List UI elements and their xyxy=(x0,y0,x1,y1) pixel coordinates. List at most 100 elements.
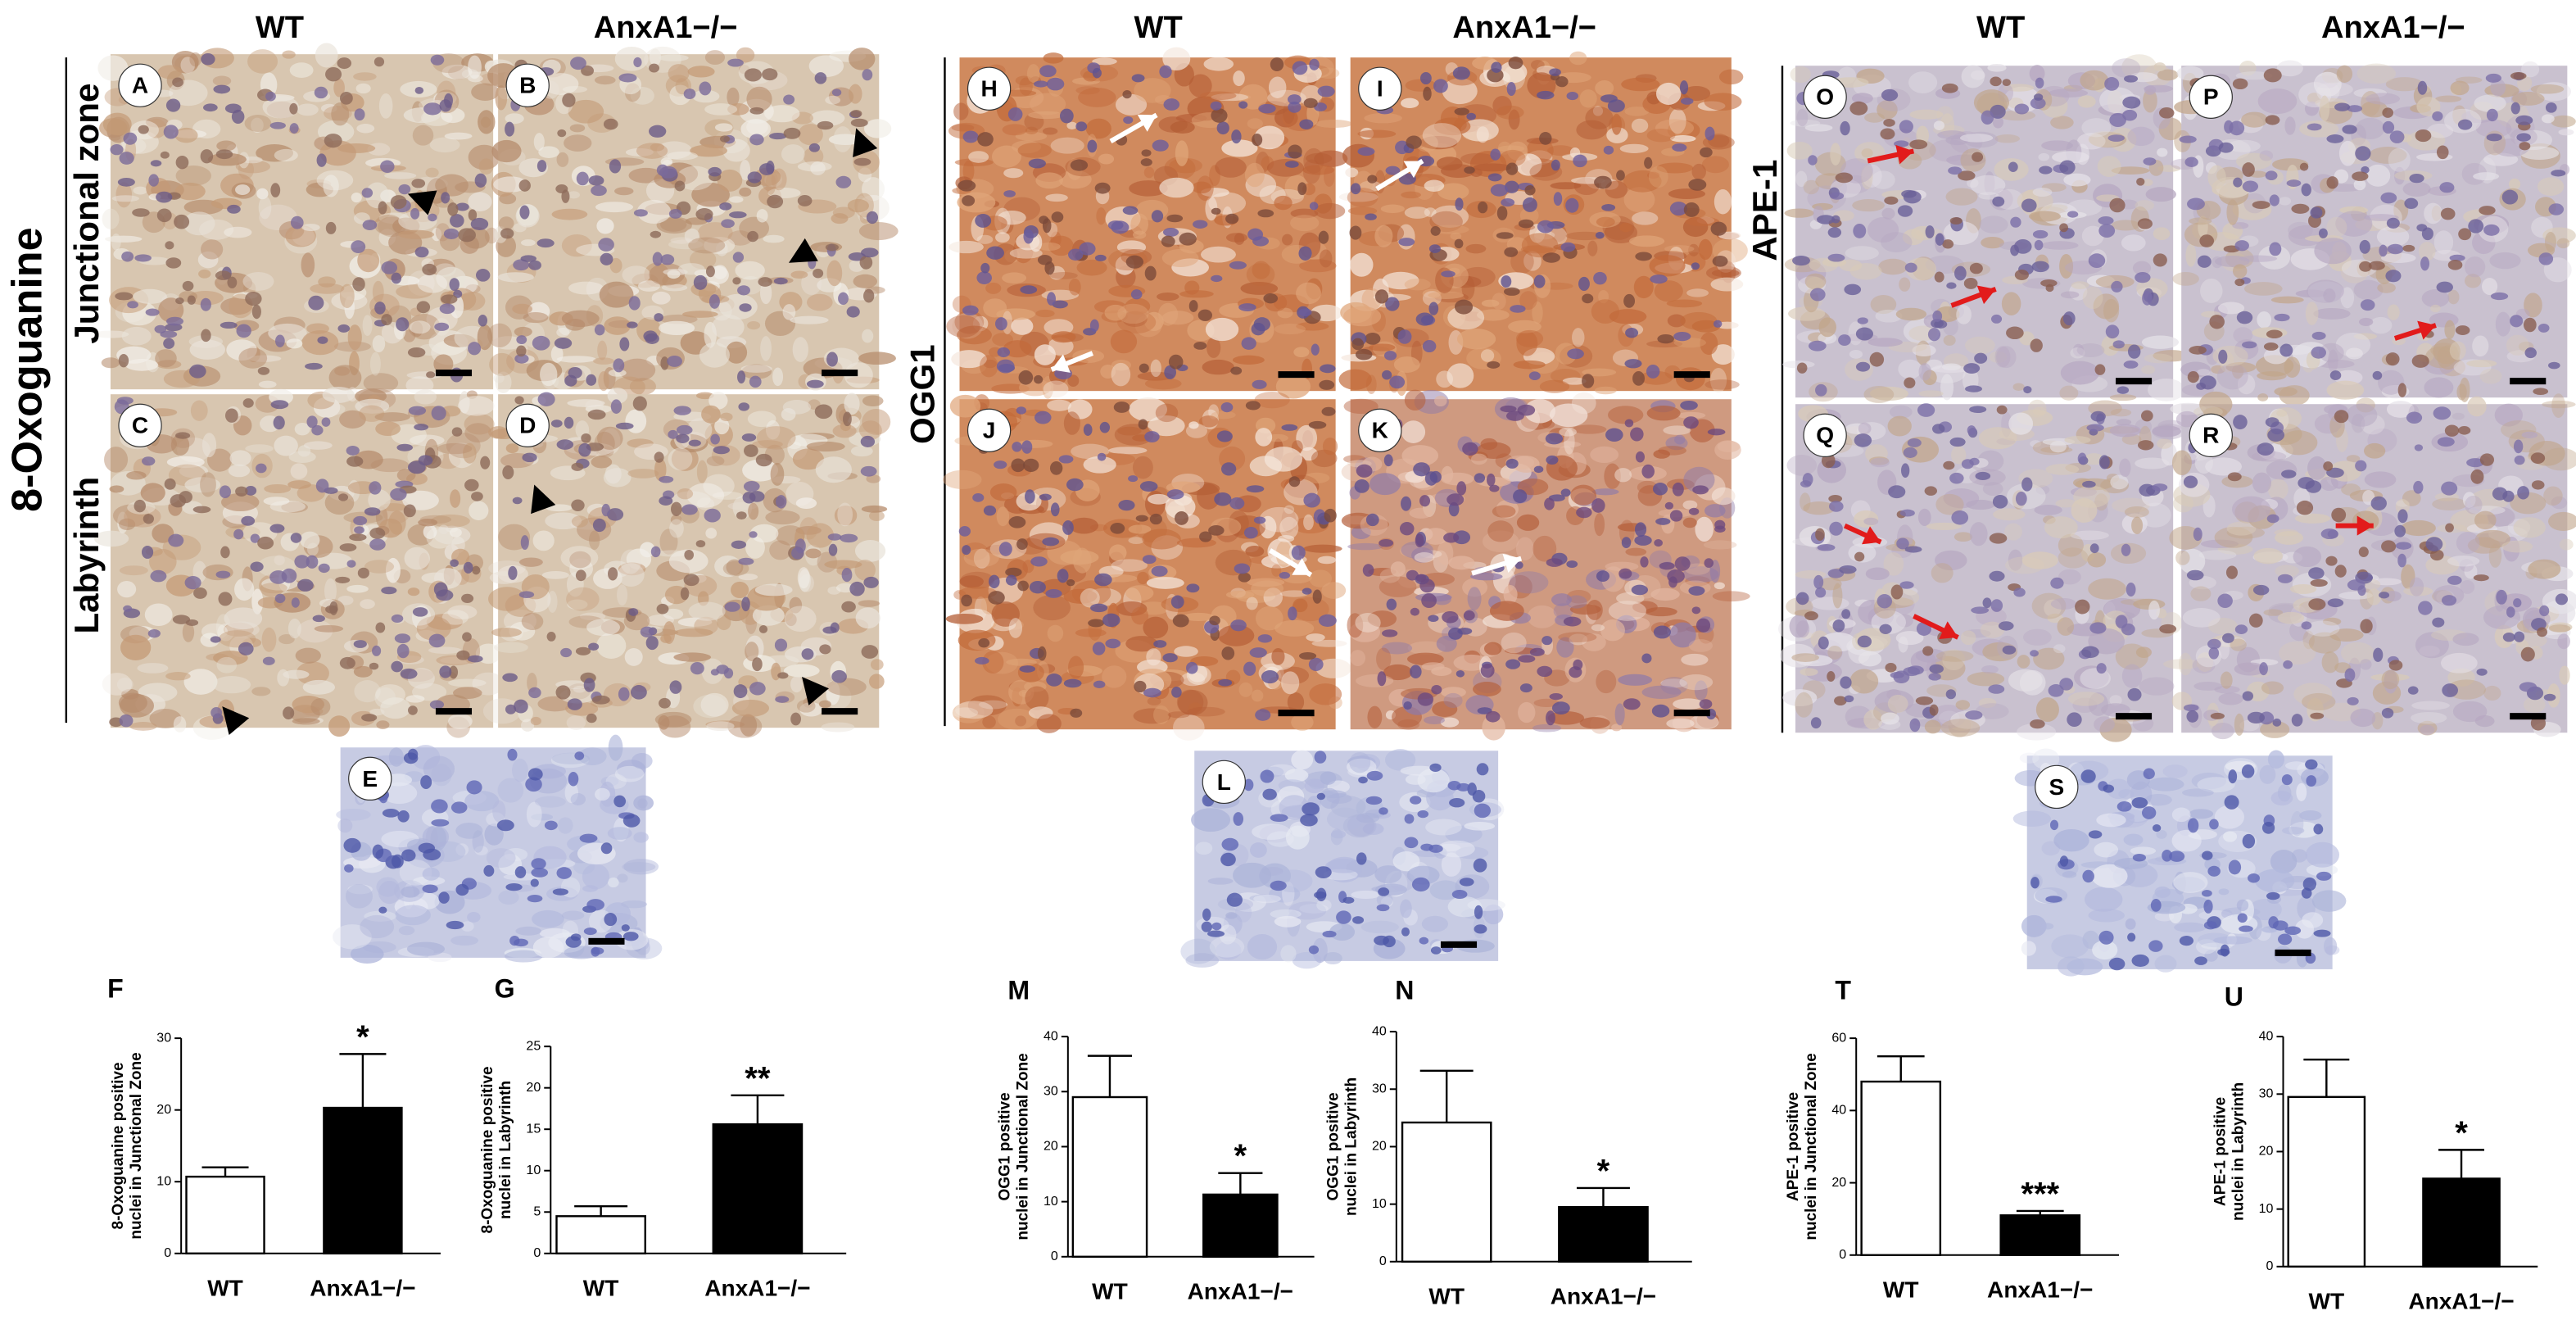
nucleus xyxy=(2224,120,2234,134)
tissue-texture xyxy=(806,441,845,452)
tissue-texture xyxy=(1714,188,1732,215)
tissue-texture xyxy=(589,530,600,551)
tissue-texture xyxy=(224,607,263,630)
nucleus xyxy=(659,697,671,709)
nucleus xyxy=(361,714,378,722)
tissue-texture xyxy=(2467,396,2487,417)
tissue-texture xyxy=(1251,689,1264,702)
nucleus xyxy=(311,424,324,436)
tissue-texture xyxy=(556,327,570,338)
tissue-texture xyxy=(1211,93,1249,102)
tissue-texture xyxy=(1437,541,1454,565)
nucleus xyxy=(2406,411,2423,424)
tissue-texture xyxy=(1342,306,1382,327)
nucleus xyxy=(418,455,433,466)
tissue-texture xyxy=(607,827,632,840)
nucleus xyxy=(423,848,441,861)
nucleus xyxy=(1593,271,1607,285)
tissue-texture xyxy=(1293,598,1308,613)
tissue-texture xyxy=(1279,590,1309,597)
nucleus xyxy=(516,335,527,345)
nucleus xyxy=(369,662,379,670)
nucleus xyxy=(1904,262,1917,273)
nucleus xyxy=(1505,162,1519,175)
nucleus xyxy=(743,481,760,492)
tissue-texture xyxy=(1818,317,1836,338)
tissue-texture xyxy=(2038,152,2050,161)
nucleus xyxy=(650,546,661,558)
nucleus xyxy=(2137,218,2153,229)
nucleus xyxy=(1885,662,1897,673)
nucleus xyxy=(411,179,426,188)
nucleus xyxy=(2490,292,2509,301)
nucleus xyxy=(496,819,514,832)
nucleus xyxy=(1854,551,1865,562)
tissue-texture xyxy=(1117,303,1149,324)
tissue-texture xyxy=(297,103,319,116)
nucleus xyxy=(2137,440,2154,451)
nucleus xyxy=(1897,205,1913,217)
nucleus xyxy=(2308,598,2326,610)
nucleus xyxy=(1161,235,1175,247)
nucleus xyxy=(1141,149,1152,157)
nucleus xyxy=(588,175,604,186)
tissue-texture xyxy=(283,669,310,679)
tissue-texture xyxy=(505,113,524,125)
tissue-texture xyxy=(1967,672,2005,687)
tissue-texture xyxy=(1264,447,1303,472)
nucleus xyxy=(1257,634,1273,643)
nucleus xyxy=(1260,769,1274,783)
nucleus xyxy=(441,294,458,304)
nucleus xyxy=(2458,228,2472,241)
nucleus xyxy=(1943,460,1955,470)
nucleus xyxy=(1389,375,1406,389)
nucleus xyxy=(1901,463,1910,479)
tissue-texture xyxy=(146,118,167,138)
nucleus xyxy=(1551,159,1560,171)
nucleus xyxy=(163,338,175,349)
tissue-texture xyxy=(1405,79,1437,92)
nucleus xyxy=(777,672,789,679)
tissue-texture xyxy=(1404,206,1431,219)
tissue-texture xyxy=(1161,248,1199,268)
nucleus xyxy=(1855,327,1874,341)
tissue-texture xyxy=(233,415,252,436)
nucleus xyxy=(269,121,286,129)
tissue-texture xyxy=(1338,192,1379,202)
tissue-texture xyxy=(982,651,1004,674)
nucleus xyxy=(1050,502,1060,517)
tissue-texture xyxy=(1539,379,1570,393)
nucleus xyxy=(1810,717,1822,729)
tissue-texture xyxy=(968,151,989,163)
nucleus xyxy=(1503,287,1520,296)
tissue-texture xyxy=(586,619,620,637)
tissue-texture xyxy=(1302,159,1321,184)
panel-label: I xyxy=(1377,76,1383,102)
tissue-texture xyxy=(2495,311,2511,337)
nucleus xyxy=(850,110,862,118)
tissue-texture xyxy=(198,269,211,279)
tissue-texture xyxy=(1323,951,1342,965)
tissue-texture xyxy=(281,501,308,513)
nucleus xyxy=(238,642,254,655)
tissue-texture xyxy=(1250,842,1267,858)
nucleus xyxy=(861,645,879,659)
nucleus xyxy=(372,844,384,860)
nucleus xyxy=(962,130,979,143)
tissue-texture xyxy=(1006,658,1037,666)
nucleus xyxy=(381,586,397,595)
tissue-texture xyxy=(659,528,678,555)
nucleus xyxy=(2035,77,2044,88)
tissue-texture xyxy=(1480,349,1495,362)
tissue-texture xyxy=(760,336,772,361)
tissue-texture xyxy=(282,50,296,59)
tissue-texture xyxy=(323,175,339,197)
nucleus xyxy=(1125,255,1144,269)
nucleus xyxy=(581,433,591,443)
tissue-texture xyxy=(1192,181,1211,194)
tissue-texture xyxy=(669,84,691,106)
tissue-texture xyxy=(1969,522,1988,547)
scale-bar xyxy=(1278,371,1315,379)
tissue-texture xyxy=(945,613,984,624)
tissue-texture xyxy=(2338,140,2356,166)
